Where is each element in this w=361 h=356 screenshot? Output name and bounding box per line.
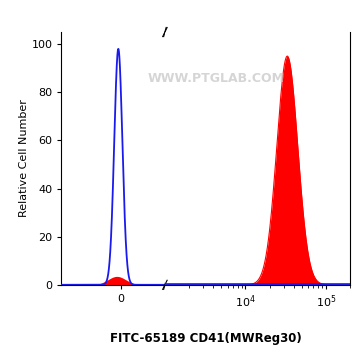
Text: FITC-65189 CD41(MWReg30): FITC-65189 CD41(MWReg30): [110, 332, 302, 345]
Text: WWW.PTGLAB.COM: WWW.PTGLAB.COM: [148, 72, 285, 85]
Y-axis label: Relative Cell Number: Relative Cell Number: [18, 99, 29, 218]
